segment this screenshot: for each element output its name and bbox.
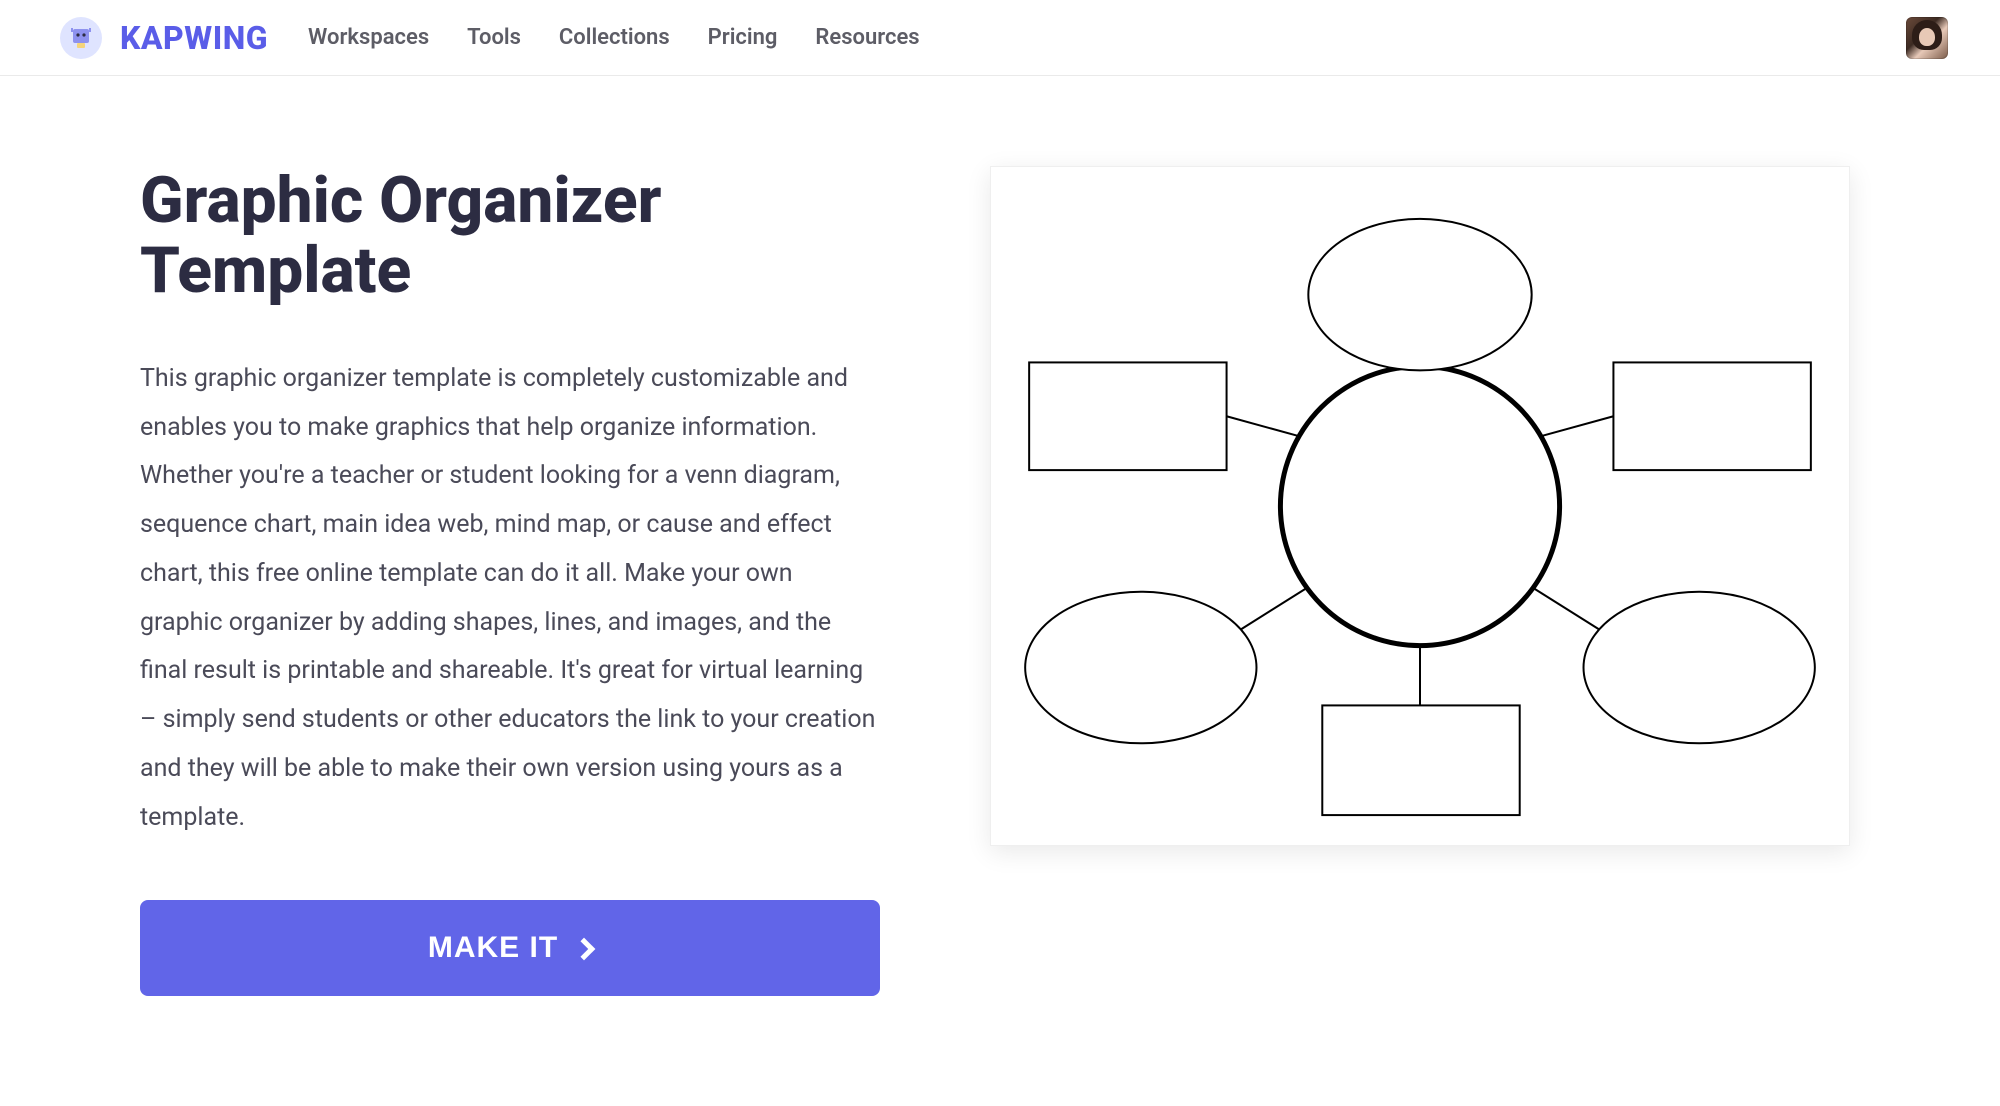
brand-wordmark: KAPWING	[120, 19, 268, 57]
page-main: Graphic Organizer Template This graphic …	[0, 76, 2000, 1076]
graphic-organizer-diagram	[991, 167, 1849, 845]
site-header: KAPWING Workspaces Tools Collections Pri…	[0, 0, 2000, 76]
page-description: This graphic organizer template is compl…	[140, 355, 880, 843]
nav-link-workspaces[interactable]: Workspaces	[308, 25, 429, 50]
nav-link-collections[interactable]: Collections	[559, 25, 670, 50]
primary-nav: Workspaces Tools Collections Pricing Res…	[308, 25, 920, 50]
chevron-right-icon	[573, 938, 596, 961]
page-title: Graphic Organizer Template	[140, 166, 880, 307]
nav-link-tools[interactable]: Tools	[467, 25, 521, 50]
nav-link-pricing[interactable]: Pricing	[708, 25, 778, 50]
make-it-button[interactable]: MAKE IT	[140, 900, 880, 996]
template-intro: Graphic Organizer Template This graphic …	[140, 166, 880, 996]
brand-block[interactable]: KAPWING	[60, 17, 268, 59]
nav-link-resources[interactable]: Resources	[815, 25, 919, 50]
brand-logo-icon	[60, 17, 102, 59]
template-preview[interactable]	[990, 166, 1850, 846]
user-avatar[interactable]	[1906, 17, 1948, 59]
make-it-label: MAKE IT	[428, 931, 558, 965]
